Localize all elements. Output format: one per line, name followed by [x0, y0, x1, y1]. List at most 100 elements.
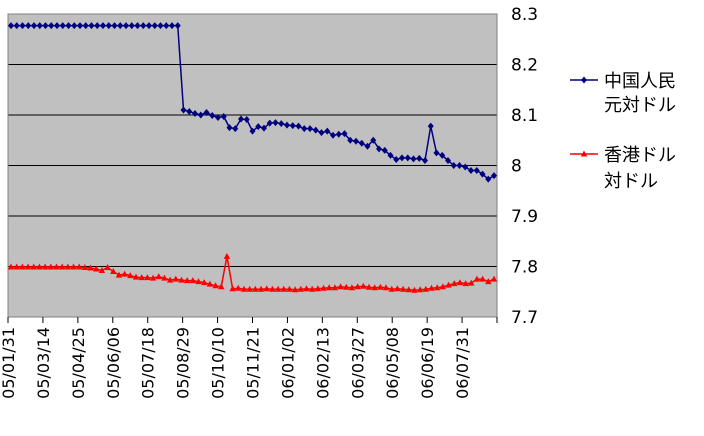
x-tick-label: 05/07/18: [139, 327, 158, 399]
data-point: [347, 136, 354, 144]
data-point: [491, 172, 497, 180]
data-point: [117, 22, 124, 30]
data-point: [320, 284, 327, 291]
x-tick-label: 05/11/21: [244, 327, 263, 399]
data-point: [252, 285, 259, 292]
data-point: [341, 130, 348, 138]
data-point: [388, 285, 395, 292]
data-point: [238, 115, 244, 123]
data-point: [376, 145, 382, 153]
data-point: [439, 283, 447, 290]
data-point: [75, 263, 83, 270]
data-point: [77, 22, 83, 30]
data-point: [479, 275, 486, 282]
data-point: [155, 273, 162, 280]
data-point: [53, 263, 60, 270]
data-point: [381, 146, 388, 154]
data-point: [272, 119, 279, 127]
data-point: [371, 284, 378, 291]
data-point: [468, 279, 475, 286]
data-point: [64, 263, 72, 270]
data-point: [358, 139, 365, 147]
data-point: [24, 263, 32, 270]
data-point: [47, 263, 54, 270]
data-point: [7, 263, 15, 270]
data-point: [490, 275, 498, 282]
data-point: [197, 111, 204, 119]
data-point: [218, 283, 225, 290]
legend-item-1: 中国人民元対ドル: [570, 71, 676, 116]
data-point: [98, 267, 106, 274]
y-tick-label: 8.3: [511, 5, 538, 25]
data-point: [416, 286, 424, 293]
data-point: [19, 22, 26, 30]
data-point: [100, 22, 106, 30]
data-point: [70, 263, 77, 270]
data-point: [428, 284, 435, 291]
data-point: [138, 274, 145, 281]
data-point: [326, 284, 333, 291]
data-point: [36, 22, 43, 30]
data-point: [263, 285, 270, 292]
x-tick-label: 05/04/25: [69, 327, 88, 399]
x-tick-label: 06/06/19: [418, 327, 437, 399]
data-point: [183, 277, 191, 284]
series-1: [8, 22, 497, 183]
data-point: [485, 278, 492, 285]
data-point: [134, 22, 141, 30]
data-point: [451, 280, 458, 287]
data-point: [13, 22, 20, 30]
data-point: [473, 275, 481, 282]
data-point: [189, 277, 197, 284]
series-layer: [7, 22, 498, 293]
y-axis-ticks: 8.3 8.2 8.1 8 7.9 7.8 7.7: [511, 5, 538, 328]
data-point: [324, 127, 331, 135]
data-point: [192, 109, 198, 117]
data-point: [140, 22, 147, 30]
data-point: [71, 22, 78, 30]
data-point: [257, 285, 265, 292]
data-point: [206, 280, 214, 287]
data-point: [399, 154, 405, 162]
data-point: [229, 285, 236, 292]
data-point: [151, 22, 158, 30]
x-tick-label: 05/06/06: [104, 327, 123, 399]
legend-label: 中国人民元対ドル: [604, 71, 676, 116]
data-point: [59, 22, 66, 30]
data-point: [105, 22, 112, 30]
data-point: [295, 122, 302, 130]
data-point: [479, 170, 486, 178]
data-point: [223, 252, 231, 259]
data-point: [312, 126, 319, 134]
data-point: [209, 112, 216, 120]
data-point: [235, 284, 242, 291]
data-point: [485, 175, 492, 183]
data-point: [433, 284, 441, 291]
data-point: [422, 156, 428, 164]
data-point: [215, 114, 221, 122]
data-point: [353, 137, 359, 145]
data-point: [243, 116, 250, 124]
data-point: [411, 286, 418, 293]
legend-marker: [581, 76, 587, 84]
y-tick-label: 7.8: [511, 258, 538, 278]
data-point: [291, 286, 299, 293]
data-point: [31, 22, 37, 30]
data-point: [246, 285, 253, 292]
data-point: [382, 284, 390, 291]
data-point: [318, 129, 325, 137]
x-tick-label: 06/05/08: [383, 327, 402, 399]
x-tick-label: 06/02/13: [313, 327, 332, 399]
data-point: [297, 285, 304, 292]
legend-item-2: 香港ドル対ドル: [570, 145, 676, 192]
data-point: [104, 264, 111, 271]
data-point: [93, 265, 100, 272]
data-point: [240, 285, 248, 292]
data-point: [201, 279, 208, 286]
data-point: [111, 22, 118, 30]
data-point: [399, 285, 407, 292]
data-point: [308, 285, 316, 292]
data-point: [360, 282, 367, 289]
data-point: [169, 22, 175, 30]
